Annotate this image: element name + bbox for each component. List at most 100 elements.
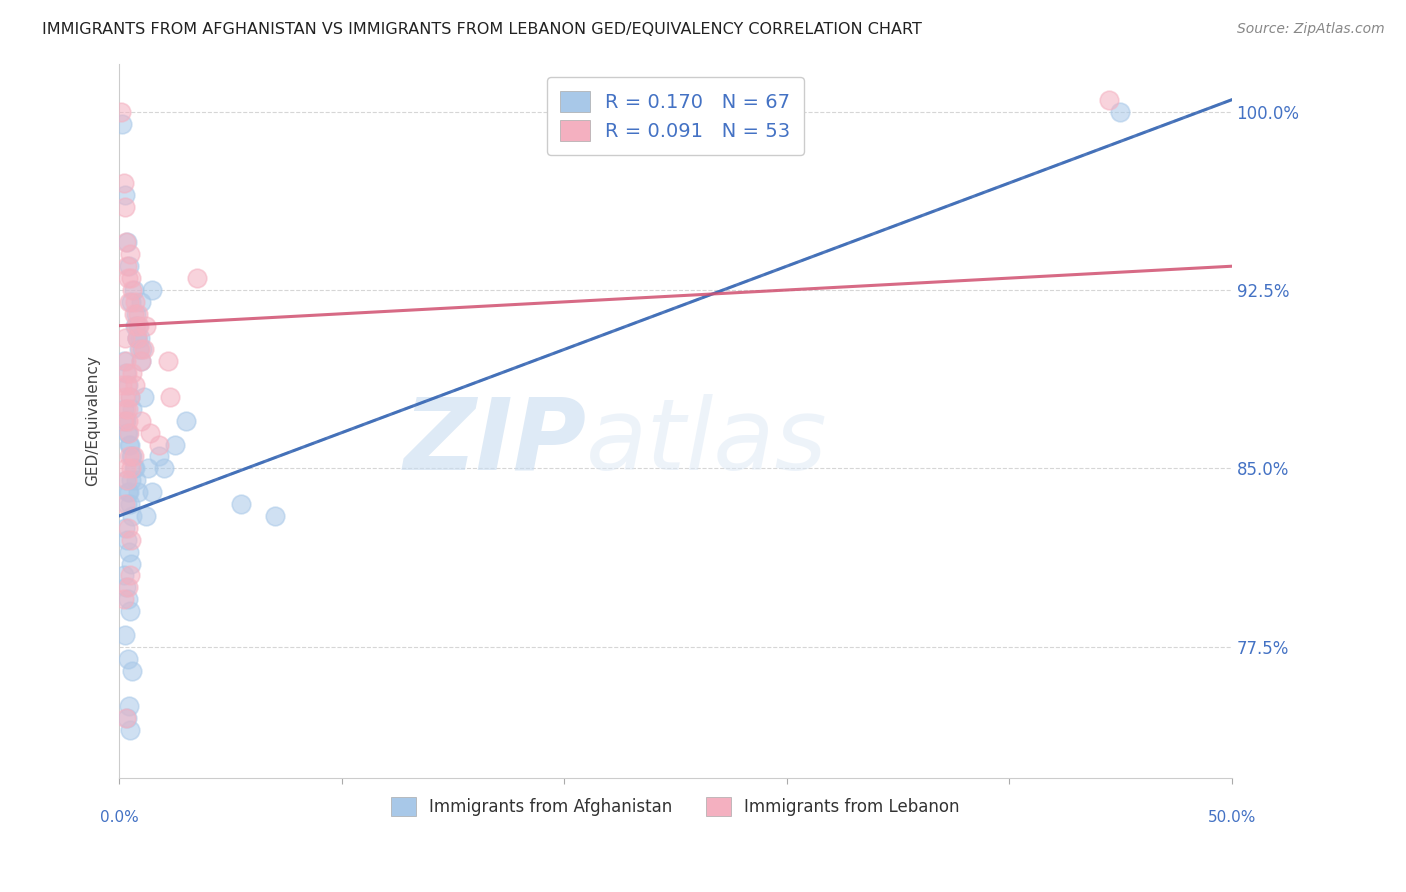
Point: [118, 437, 141, 451]
Point: [131, 343, 153, 357]
Point: [125, 330, 148, 344]
Point: [156, 354, 179, 368]
Point: [120, 461, 142, 475]
Legend: Immigrants from Afghanistan, Immigrants from Lebanon: Immigrants from Afghanistan, Immigrants …: [384, 790, 966, 822]
Point: [118, 425, 141, 440]
Point: [120, 473, 142, 487]
Point: [120, 390, 142, 404]
Point: [121, 664, 143, 678]
Point: [124, 461, 146, 475]
Point: [115, 711, 138, 725]
Point: [118, 259, 141, 273]
Point: [125, 473, 148, 487]
Point: [114, 414, 136, 428]
Point: [128, 318, 150, 333]
Point: [174, 414, 197, 428]
Point: [114, 330, 136, 344]
Point: [148, 450, 170, 464]
Point: [111, 116, 134, 130]
Point: [118, 485, 141, 500]
Point: [122, 461, 145, 475]
Point: [132, 343, 155, 357]
Point: [263, 508, 285, 523]
Point: [148, 437, 170, 451]
Point: [118, 568, 141, 582]
Point: [115, 366, 138, 380]
Point: [112, 354, 135, 368]
Point: [112, 414, 135, 428]
Point: [115, 259, 138, 273]
Point: [131, 354, 153, 368]
Point: [117, 401, 139, 416]
Point: [114, 200, 136, 214]
Point: [120, 247, 142, 261]
Point: [120, 450, 142, 464]
Point: [115, 497, 138, 511]
Point: [131, 414, 153, 428]
Point: [120, 557, 142, 571]
Point: [114, 628, 136, 642]
Point: [117, 425, 139, 440]
Point: [114, 580, 136, 594]
Point: [124, 318, 146, 333]
Point: [114, 354, 136, 368]
Point: [129, 330, 152, 344]
Point: [112, 401, 135, 416]
Point: [117, 378, 139, 392]
Point: [114, 461, 136, 475]
Point: [127, 485, 149, 500]
Point: [139, 425, 162, 440]
Point: [141, 283, 163, 297]
Point: [1098, 93, 1121, 107]
Point: [135, 318, 157, 333]
Point: [131, 294, 153, 309]
Point: [115, 235, 138, 250]
Point: [152, 461, 174, 475]
Point: [125, 330, 148, 344]
Text: 50.0%: 50.0%: [1208, 810, 1256, 825]
Point: [117, 485, 139, 500]
Point: [121, 366, 143, 380]
Point: [132, 390, 155, 404]
Text: 0.0%: 0.0%: [100, 810, 138, 825]
Point: [112, 176, 135, 190]
Point: [141, 485, 163, 500]
Point: [121, 450, 143, 464]
Point: [120, 604, 142, 618]
Point: [135, 508, 157, 523]
Point: [124, 378, 146, 392]
Point: [114, 187, 136, 202]
Point: [117, 271, 139, 285]
Point: [118, 699, 141, 714]
Point: [118, 294, 141, 309]
Point: [114, 414, 136, 428]
Point: [127, 307, 149, 321]
Point: [117, 592, 139, 607]
Point: [117, 414, 139, 428]
Point: [125, 330, 148, 344]
Point: [186, 271, 208, 285]
Point: [115, 533, 138, 547]
Point: [120, 497, 142, 511]
Point: [121, 401, 143, 416]
Point: [117, 521, 139, 535]
Point: [122, 307, 145, 321]
Text: Source: ZipAtlas.com: Source: ZipAtlas.com: [1237, 22, 1385, 37]
Point: [118, 450, 141, 464]
Point: [125, 318, 148, 333]
Point: [115, 473, 138, 487]
Point: [120, 533, 142, 547]
Point: [121, 283, 143, 297]
Point: [114, 473, 136, 487]
Point: [131, 354, 153, 368]
Point: [120, 271, 142, 285]
Point: [128, 343, 150, 357]
Point: [115, 711, 138, 725]
Y-axis label: GED/Equivalency: GED/Equivalency: [86, 355, 100, 486]
Point: [125, 307, 148, 321]
Point: [112, 592, 135, 607]
Point: [122, 283, 145, 297]
Point: [1109, 104, 1132, 119]
Text: IMMIGRANTS FROM AFGHANISTAN VS IMMIGRANTS FROM LEBANON GED/EQUIVALENCY CORRELATI: IMMIGRANTS FROM AFGHANISTAN VS IMMIGRANT…: [42, 22, 922, 37]
Point: [114, 235, 136, 250]
